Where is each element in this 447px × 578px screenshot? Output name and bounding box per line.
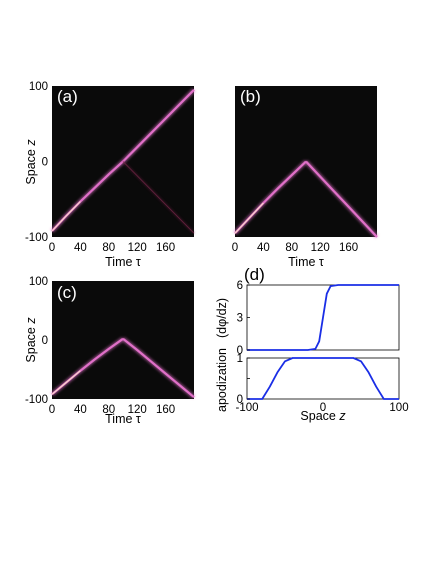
phase-gradient-line-ytick: 0 bbox=[237, 345, 243, 357]
panel-c-xtick: 40 bbox=[74, 404, 87, 416]
panel-c-trace-1 bbox=[122, 337, 195, 399]
panel-b-trace-core bbox=[234, 202, 264, 234]
panel-a-ytick: 0 bbox=[42, 157, 48, 169]
panel-c-trace-core bbox=[51, 370, 81, 395]
panel-d-top-ylabel: (dφ/dz) bbox=[215, 298, 229, 338]
apodization-line-ytick: 0 bbox=[237, 394, 243, 406]
panel-c-xtick: 80 bbox=[102, 404, 115, 416]
panel-d-xlabel: Space z bbox=[300, 409, 346, 423]
panel-b-xtick: 160 bbox=[339, 242, 358, 254]
panel-c-yticks: 100 0 -100 bbox=[25, 276, 48, 406]
phase-gradient-line-ytick: 6 bbox=[237, 280, 243, 292]
panel-c-xtick: 120 bbox=[128, 404, 147, 416]
apodization-line-xtick: 0 bbox=[320, 402, 326, 414]
panel-c-ytick: 100 bbox=[29, 276, 48, 288]
phase-gradient-line bbox=[247, 284, 399, 351]
panel-a-xtick: 160 bbox=[156, 242, 175, 254]
panel-a-ylabel: Space z bbox=[24, 139, 38, 185]
apodization-line-xtick: -100 bbox=[235, 402, 258, 414]
panel-b-label: (b) bbox=[240, 87, 261, 106]
panel-c-ytick: 0 bbox=[42, 335, 48, 347]
panel-c-xlabel: Time τ bbox=[105, 412, 141, 426]
panel-b: (b) 0 40 80 120 160 Time τ bbox=[232, 86, 379, 269]
panel-a-yticks: 100 0 -100 bbox=[25, 81, 48, 244]
apodization-line-ytick: 1 bbox=[237, 353, 243, 365]
panel-d-bottom-axes bbox=[246, 357, 400, 400]
panel-b-traces bbox=[233, 159, 379, 239]
panel-d-top-plot: 6 3 0 bbox=[237, 280, 399, 357]
panel-b-xticks: 0 40 80 120 160 bbox=[232, 242, 358, 254]
panel-d: (d) 630 10-100 0 100 (dφ/dz) apodization S… bbox=[215, 265, 409, 423]
panel-c-ylabel: Space z bbox=[24, 317, 38, 363]
panel-a-ytick: 100 bbox=[29, 81, 48, 93]
panel-a-ytick: -100 bbox=[25, 232, 48, 244]
panel-c-xtick: 0 bbox=[49, 404, 55, 416]
panel-a-trace-1 bbox=[122, 161, 195, 234]
panel-a-xtick: 40 bbox=[74, 242, 87, 254]
panel-b-xtick: 40 bbox=[257, 242, 270, 254]
panel-b-xtick: 0 bbox=[232, 242, 238, 254]
panel-a-trace-core bbox=[51, 201, 81, 232]
panel-a-label: (a) bbox=[57, 87, 78, 106]
panel-a-xticks: 0 40 80 120 160 bbox=[49, 242, 175, 254]
panel-c-xtick: 160 bbox=[156, 404, 175, 416]
panel-a-xtick: 80 bbox=[102, 242, 115, 254]
apodization-line-xtick: 100 bbox=[389, 402, 408, 414]
panel-a-traces bbox=[50, 88, 196, 234]
panel-c-xticks: 0 40 80 120 160 bbox=[49, 404, 175, 416]
apodization-line bbox=[247, 357, 399, 400]
panel-b-xtick: 80 bbox=[285, 242, 298, 254]
panel-b-trace-1 bbox=[305, 160, 378, 238]
panel-c-label: (c) bbox=[57, 283, 77, 302]
panel-d-bottom-ylabel: apodization bbox=[215, 348, 229, 412]
panel-c-ytick: -100 bbox=[25, 394, 48, 406]
panel-b-xlabel: Time τ bbox=[288, 255, 324, 269]
panel-b-xtick: 120 bbox=[311, 242, 330, 254]
panel-d-bottom-plot: 10-100 0 100 bbox=[235, 353, 408, 414]
panel-a-xtick: 0 bbox=[49, 242, 55, 254]
panel-a-xtick: 120 bbox=[128, 242, 147, 254]
panel-c-traces bbox=[50, 336, 196, 399]
panel-d-label: (d) bbox=[244, 265, 265, 284]
panel-a-xlabel: Time τ bbox=[105, 255, 141, 269]
phase-gradient-line-ytick: 3 bbox=[237, 313, 243, 325]
